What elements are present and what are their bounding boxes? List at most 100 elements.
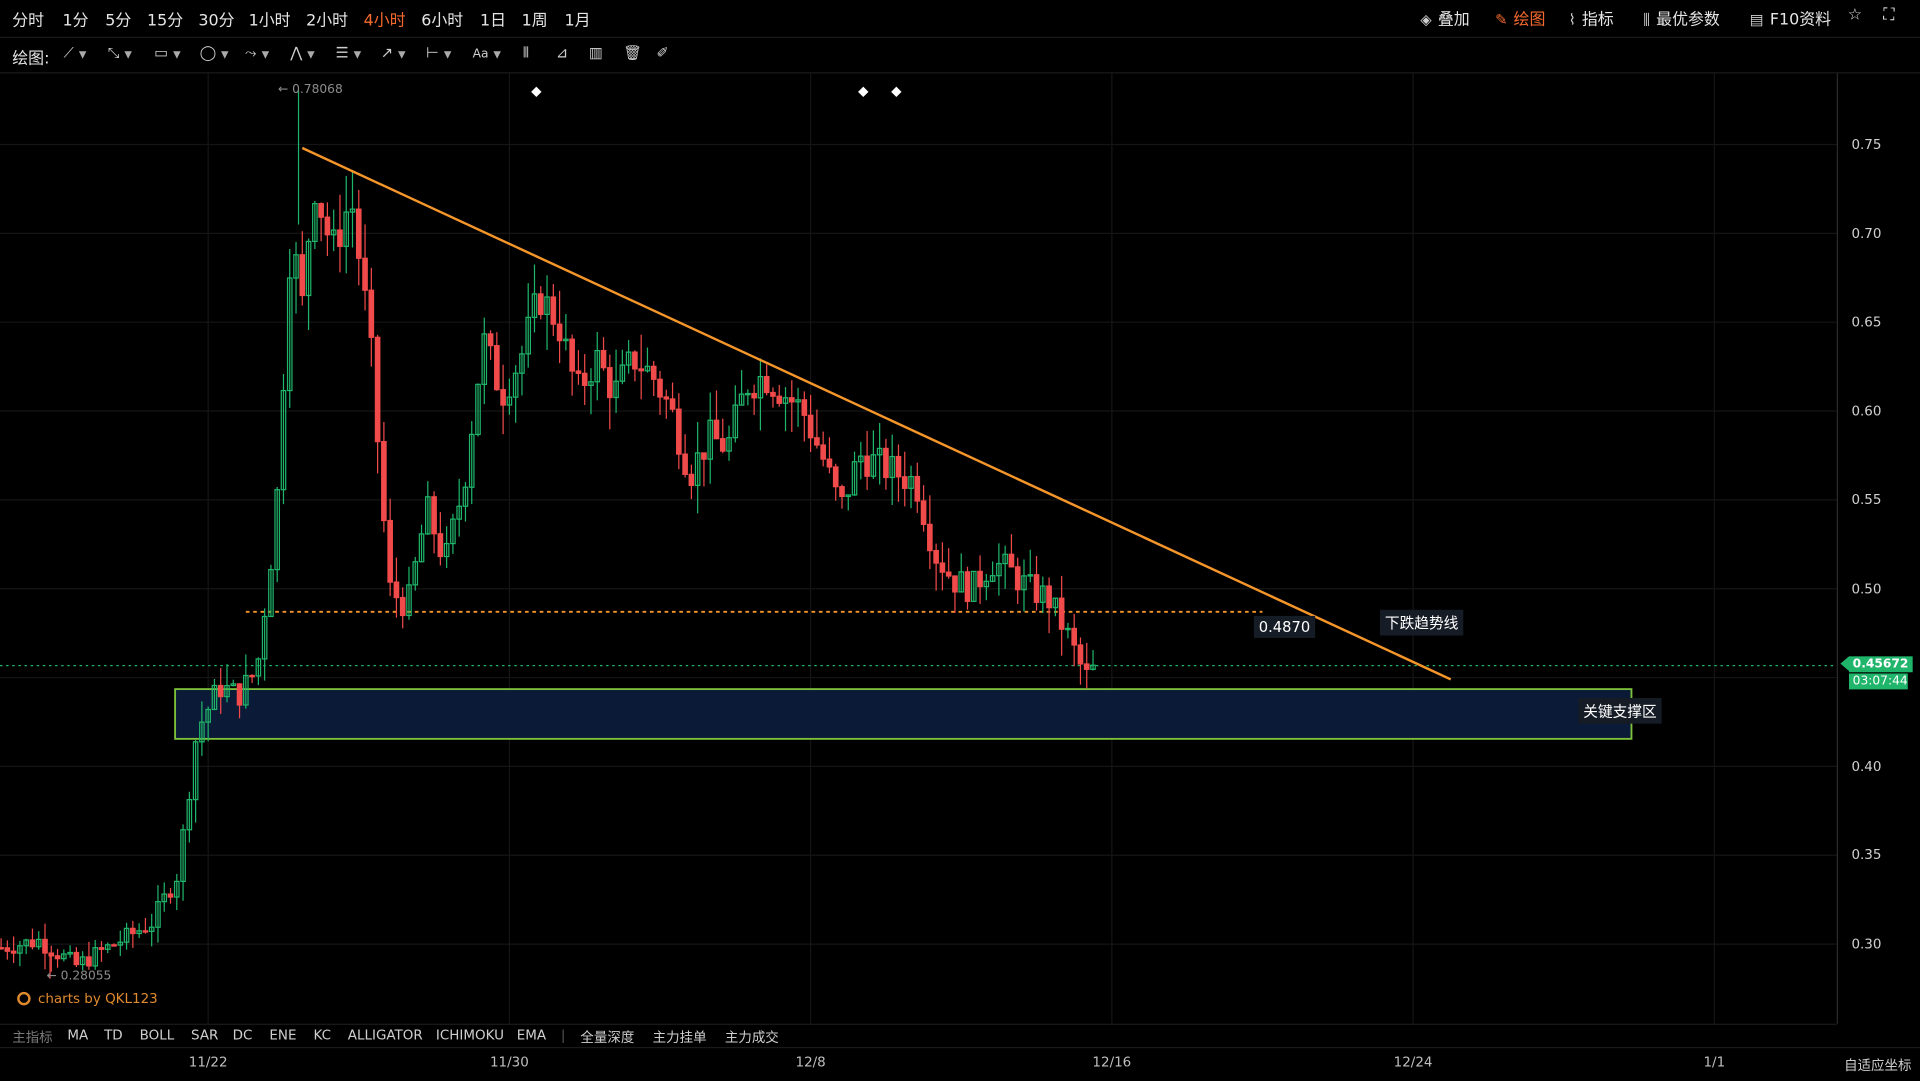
chevron-down-icon: ▼ (78, 48, 87, 61)
indicator-10[interactable]: EMA (516, 1027, 547, 1044)
timeframe-tab-1[interactable]: 1分 (62, 12, 89, 31)
y-tick-label: 0.65 (1851, 314, 1882, 331)
candle-body (1071, 627, 1078, 646)
candle-body (305, 240, 312, 297)
candle-body (820, 444, 826, 460)
candle-body (569, 338, 575, 372)
x-tick-label: 12/16 (1092, 1054, 1132, 1071)
document-icon: ▤ (1749, 11, 1764, 29)
candle-body (462, 486, 469, 507)
indicator-4[interactable]: SAR (191, 1027, 219, 1044)
candle-body (669, 398, 676, 410)
fibonacci-tool[interactable]: ☰ ▼ (336, 44, 362, 61)
timeframe-tab-4[interactable]: 30分 (198, 12, 235, 31)
candle-body (588, 381, 594, 386)
indicator-extra-1[interactable]: 主力挂单 (652, 1029, 707, 1046)
brush-tool[interactable]: ✐ (656, 44, 668, 61)
indicator-9[interactable]: ICHIMOKU (435, 1027, 504, 1044)
autoscale-button[interactable]: 自适应坐标 (1844, 1057, 1912, 1074)
candle-body (1039, 585, 1046, 603)
rectangle-icon: ▭ (154, 44, 169, 62)
candle-body (117, 941, 124, 946)
indicator-1[interactable]: MA (67, 1027, 89, 1044)
candle-body (217, 684, 224, 698)
bars-tool[interactable]: ▥ (589, 44, 603, 61)
candle-body (613, 380, 619, 399)
candle-body (864, 455, 870, 477)
ellipse-tool[interactable]: ◯ ▼ (200, 44, 229, 61)
timeframe-tab-7[interactable]: 4小时 (363, 12, 406, 31)
candle-body (280, 389, 287, 491)
candle-body (450, 518, 456, 545)
timeframe-tab-9[interactable]: 1日 (480, 12, 507, 31)
measure-tool[interactable]: ⊢ ▼ (426, 44, 451, 61)
candle-body (186, 799, 193, 831)
right-tool-1[interactable]: ✎ 绘图 (1495, 6, 1545, 29)
candle-body (368, 289, 375, 338)
timeframe-tab-8[interactable]: 6小时 (421, 12, 464, 31)
candle-body (920, 500, 927, 525)
indicator-7[interactable]: KC (313, 1027, 331, 1044)
candle-body (682, 453, 688, 475)
chevron-down-icon: ▼ (220, 48, 229, 61)
candle-body (424, 496, 431, 535)
trend-line-tool[interactable]: ⟋ ▼ (64, 44, 87, 62)
candle-body (1065, 627, 1071, 631)
delete-tool[interactable]: 🗑 (623, 44, 642, 61)
candle-body (10, 950, 17, 954)
indicator-6[interactable]: ENE (269, 1027, 297, 1044)
price-chart[interactable] (0, 73, 1920, 1024)
candle-body (167, 893, 174, 898)
indicator-extra-2[interactable]: 主力成交 (724, 1029, 779, 1046)
candle-body (757, 375, 764, 399)
candle-body (989, 575, 996, 582)
projection-tool[interactable]: ⊿ (556, 44, 568, 61)
timeframe-tab-6[interactable]: 2小时 (306, 12, 349, 31)
candle-body (299, 254, 306, 297)
timeframe-tab-3[interactable]: 15分 (146, 12, 184, 31)
fullscreen-icon[interactable]: ⛶ (1883, 6, 1895, 25)
candle-body (745, 392, 751, 396)
candle-body (575, 370, 582, 374)
candle-body (155, 901, 161, 928)
candles-tool[interactable]: ⫴ (523, 44, 529, 62)
text-tool[interactable]: Aa ▼ (473, 44, 501, 61)
candle-body (1014, 566, 1021, 591)
right-tool-0[interactable]: ◈ 叠加 (1420, 6, 1469, 29)
right-tool-label: F10资料 (1769, 11, 1832, 30)
right-tool-4[interactable]: ▤ F10资料 (1750, 6, 1831, 29)
indicator-0: 主指标 (12, 1029, 53, 1046)
candle-body (406, 584, 412, 617)
rectangle-tool[interactable]: ▭ ▼ (154, 44, 180, 61)
candle-body (343, 211, 350, 247)
candle-body (437, 533, 444, 558)
arrow-tool[interactable]: ↗ ▼ (381, 44, 406, 61)
event-marker (531, 86, 542, 98)
right-tool-2[interactable]: ⌇ 指标 (1569, 6, 1614, 29)
candle-body (374, 336, 381, 443)
candle-body (205, 708, 211, 723)
candle-body (293, 254, 299, 279)
pattern-tool[interactable]: ⋀ ▼ (290, 44, 314, 61)
ray-tool[interactable]: ⤡ ▼ (108, 44, 132, 62)
timeframe-tab-10[interactable]: 1周 (521, 12, 548, 31)
timeframe-tab-11[interactable]: 1月 (564, 12, 591, 31)
timeframe-tab-5[interactable]: 1小时 (248, 12, 291, 31)
candle-body (814, 437, 820, 446)
star-icon[interactable]: ☆ (1847, 6, 1863, 25)
indicator-3[interactable]: BOLL (139, 1027, 175, 1044)
candle-body (318, 203, 324, 218)
indicator-5[interactable]: DC (232, 1027, 253, 1044)
right-tool-label: 叠加 (1437, 11, 1470, 30)
timeframe-tab-0[interactable]: 分时 (12, 12, 45, 31)
candle-body (79, 956, 86, 966)
path-tool[interactable]: ⤳ ▼ (245, 44, 269, 62)
candle-body (142, 930, 149, 933)
timeframe-tab-2[interactable]: 5分 (105, 12, 132, 31)
indicator-extra-0[interactable]: 全量深度 (580, 1029, 635, 1046)
indicator-2[interactable]: TD (104, 1027, 123, 1044)
indicator-8[interactable]: ALLIGATOR (347, 1027, 423, 1044)
candle-body (676, 408, 682, 455)
right-tool-3[interactable]: ⫼ 最优参数 (1643, 6, 1720, 29)
